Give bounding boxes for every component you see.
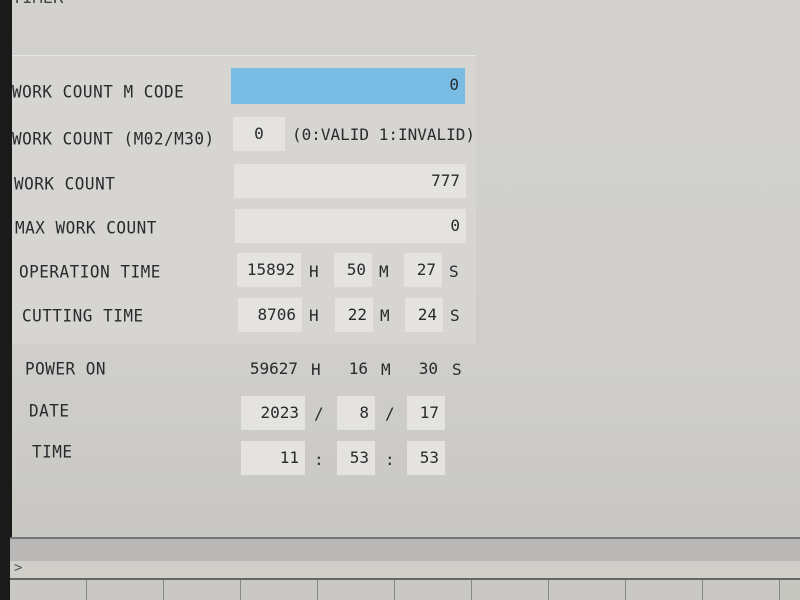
softkey[interactable] (164, 580, 241, 600)
cutting-time-seconds: 24 (405, 298, 443, 332)
unit-s: S (449, 262, 459, 281)
valid-invalid-note: (0:VALID 1:INVALID) (292, 125, 476, 144)
label-operation-time: OPERATION TIME (19, 261, 161, 282)
label-date: DATE (29, 400, 70, 421)
date-year[interactable]: 2023 (241, 396, 305, 430)
work-count-field[interactable]: 777 (234, 164, 466, 198)
label-work-count-m-code: WORK COUNT M CODE (12, 81, 185, 102)
unit-s: S (452, 360, 462, 379)
softkey[interactable] (318, 580, 395, 600)
work-count-m02-m30-field[interactable]: 0 (233, 117, 285, 151)
operation-time-minutes: 50 (334, 253, 372, 287)
label-work-count: WORK COUNT (14, 173, 116, 194)
cutting-time-hours: 8706 (238, 298, 302, 332)
timer-screen: TIMER WORK COUNT M CODE 0 WORK COUNT (M0… (12, 0, 800, 600)
label-cutting-time: CUTTING TIME (22, 305, 144, 326)
power-on-minutes: 16 (348, 359, 368, 378)
input-prompt: > (14, 560, 23, 576)
input-line[interactable] (10, 561, 800, 580)
unit-m: M (379, 262, 389, 281)
softkey[interactable] (395, 580, 472, 600)
screen-title: TIMER (12, 0, 63, 8)
softkey[interactable] (87, 580, 164, 600)
unit-h: H (309, 306, 319, 325)
softkey[interactable] (241, 580, 318, 600)
time-second[interactable]: 53 (407, 441, 445, 475)
softkey[interactable] (626, 580, 703, 600)
unit-h: H (311, 360, 321, 379)
softkey[interactable] (549, 580, 626, 600)
date-separator: / (314, 404, 324, 423)
cutting-time-minutes: 22 (335, 298, 373, 332)
unit-m: M (381, 360, 391, 379)
power-on-hours: 59627 (249, 359, 298, 378)
label-work-count-m02-m30: WORK COUNT (M02/M30) (12, 128, 215, 149)
time-separator: : (385, 450, 395, 469)
power-on-seconds: 30 (418, 359, 438, 378)
date-separator: / (385, 404, 395, 423)
date-month[interactable]: 8 (337, 396, 375, 430)
date-day[interactable]: 17 (407, 396, 445, 430)
operation-time-hours: 15892 (237, 253, 301, 287)
unit-h: H (309, 262, 319, 281)
softkey-bar (10, 580, 800, 600)
time-separator: : (314, 450, 324, 469)
label-max-work-count: MAX WORK COUNT (15, 217, 157, 238)
softkey[interactable] (10, 580, 87, 600)
label-time: TIME (32, 441, 73, 462)
message-bar (10, 537, 800, 563)
softkey[interactable] (472, 580, 549, 600)
max-work-count-field[interactable]: 0 (235, 209, 466, 243)
work-count-m-code-field[interactable]: 0 (231, 68, 465, 104)
time-minute[interactable]: 53 (337, 441, 375, 475)
time-hour[interactable]: 11 (241, 441, 305, 475)
operation-time-seconds: 27 (404, 253, 442, 287)
unit-m: M (380, 306, 390, 325)
label-power-on: POWER ON (25, 358, 107, 379)
softkey[interactable] (703, 580, 780, 600)
unit-s: S (450, 306, 460, 325)
monitor-bezel (0, 0, 12, 600)
